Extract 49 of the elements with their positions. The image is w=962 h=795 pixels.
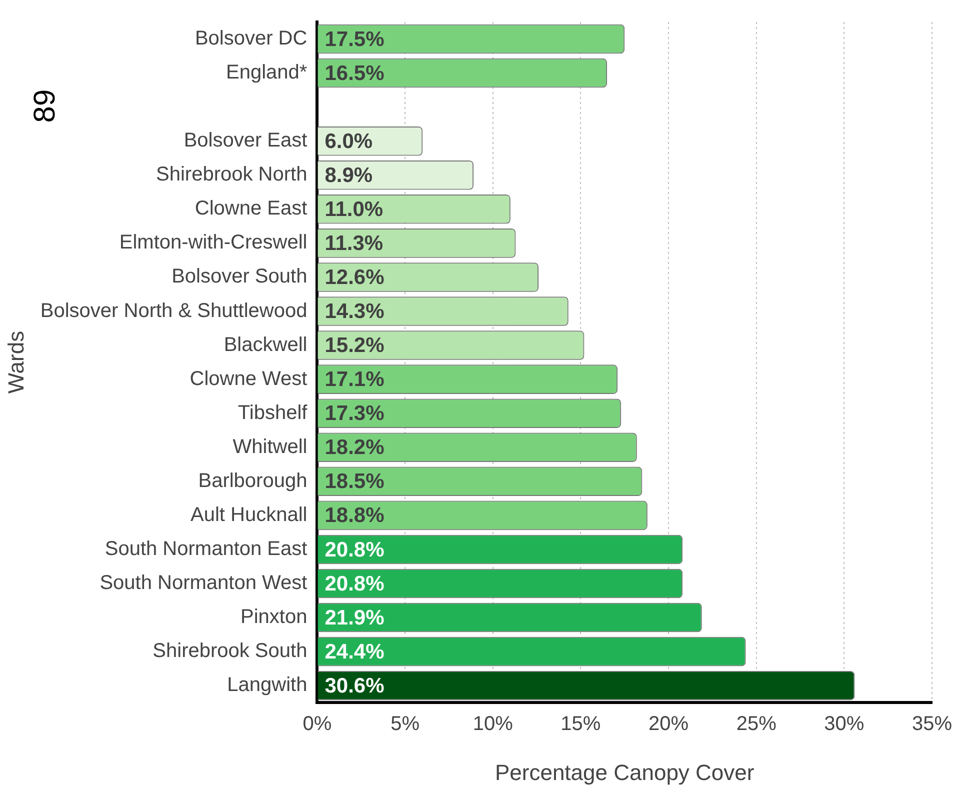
data-label: 12.6%: [324, 266, 385, 290]
y-tick-label: South Normanton West: [100, 572, 308, 594]
y-tick-label: Clowne West: [190, 368, 308, 390]
y-tick-label: Shirebrook North: [156, 164, 308, 186]
data-label: 6.0%: [324, 130, 373, 153]
data-label: 8.9%: [324, 164, 373, 187]
data-label: 11.0%: [324, 198, 384, 221]
y-tick-label: Langwith: [227, 674, 308, 696]
data-label: 17.5%: [324, 28, 385, 51]
x-axis-title: Percentage Canopy Cover: [494, 760, 754, 785]
y-axis-title: Wards: [3, 330, 28, 394]
y-tick-label: Bolsover North & Shuttlewood: [40, 300, 308, 322]
text: 89: [28, 89, 62, 123]
x-tick-label: 0%: [302, 713, 332, 736]
data-label: 18.8%: [324, 504, 385, 528]
x-tick-label: 25%: [736, 713, 777, 736]
data-label: 11.3%: [324, 232, 384, 255]
data-label: 20.8%: [324, 572, 385, 596]
y-tick-label: Bolsover DC: [194, 28, 308, 50]
y-tick-label: Elmton-with-Creswell: [119, 232, 308, 254]
x-tick-label: 20%: [648, 713, 689, 736]
data-label: 30.6%: [324, 674, 385, 698]
data-label: 20.8%: [324, 538, 385, 562]
x-tick-label: 30%: [824, 713, 864, 736]
y-tick-label: England*: [226, 62, 308, 84]
data-label: 18.5%: [324, 470, 385, 494]
x-tick-label: 5%: [390, 713, 420, 736]
y-tick-label: South Normanton East: [104, 538, 308, 560]
x-tick-label: 15%: [560, 713, 601, 736]
data-label: 14.3%: [324, 300, 385, 324]
y-tick-label: Tibshelf: [238, 402, 308, 424]
y-tick-label: Ault Hucknall: [190, 504, 308, 526]
y-tick-label: Barlborough: [198, 470, 308, 492]
y-tick-label: Bolsover South: [172, 266, 308, 288]
data-label: 24.4%: [324, 640, 385, 664]
data-label: 21.9%: [324, 606, 385, 630]
y-tick-label: Shirebrook South: [152, 640, 308, 662]
y-tick-label: Bolsover East: [184, 130, 308, 152]
y-tick-label: Whitwell: [232, 436, 308, 458]
data-label: 17.3%: [324, 402, 385, 426]
data-label: 18.2%: [324, 436, 385, 460]
x-tick-label: 10%: [472, 713, 514, 736]
data-label: 15.2%: [324, 334, 385, 358]
y-tick-label: Blackwell: [224, 334, 308, 356]
data-label: 16.5%: [324, 62, 385, 85]
x-tick-label: 35%: [912, 713, 952, 736]
y-tick-label: Clowne East: [194, 198, 308, 220]
data-label: 17.1%: [324, 368, 385, 392]
y-tick-label: Pinxton: [240, 606, 308, 628]
